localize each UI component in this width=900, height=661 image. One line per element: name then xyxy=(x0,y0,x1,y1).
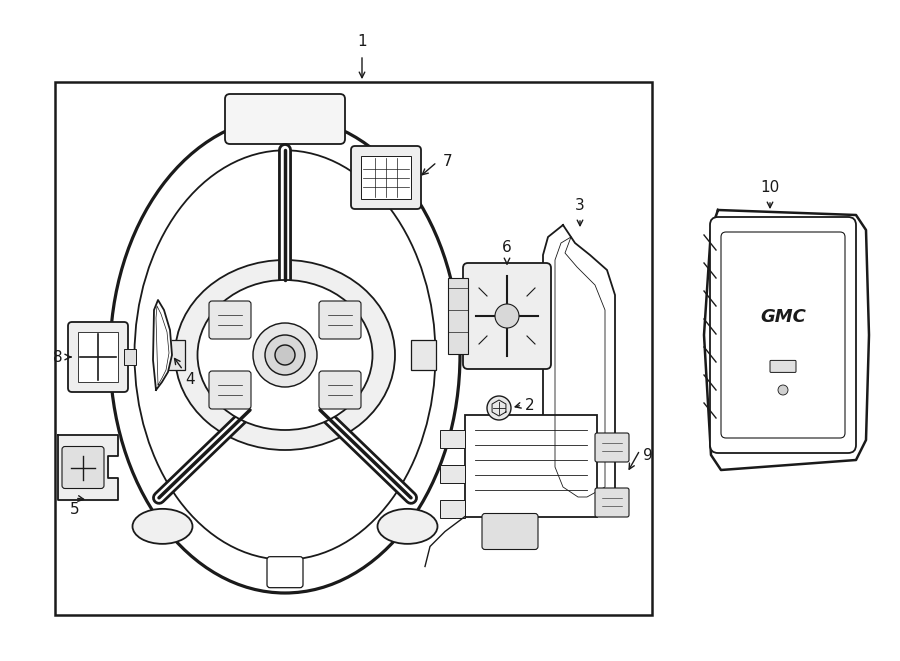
FancyBboxPatch shape xyxy=(710,217,856,453)
Ellipse shape xyxy=(110,117,460,593)
FancyBboxPatch shape xyxy=(770,360,796,372)
Text: GMC: GMC xyxy=(760,309,806,327)
Ellipse shape xyxy=(175,260,395,450)
Ellipse shape xyxy=(132,509,193,544)
FancyBboxPatch shape xyxy=(448,278,468,354)
FancyBboxPatch shape xyxy=(319,371,361,409)
FancyBboxPatch shape xyxy=(410,340,436,370)
Text: 5: 5 xyxy=(70,502,80,518)
Circle shape xyxy=(253,323,317,387)
Text: 7: 7 xyxy=(443,155,453,169)
FancyBboxPatch shape xyxy=(440,465,465,483)
Polygon shape xyxy=(704,210,869,470)
FancyBboxPatch shape xyxy=(62,446,104,488)
FancyBboxPatch shape xyxy=(595,433,629,462)
FancyBboxPatch shape xyxy=(267,557,303,588)
Circle shape xyxy=(487,396,511,420)
Ellipse shape xyxy=(197,280,373,430)
FancyBboxPatch shape xyxy=(159,340,184,370)
FancyBboxPatch shape xyxy=(351,146,421,209)
Bar xyxy=(55,82,652,615)
Polygon shape xyxy=(543,225,615,505)
Text: 2: 2 xyxy=(526,397,535,412)
Text: 6: 6 xyxy=(502,241,512,256)
Polygon shape xyxy=(58,435,118,500)
FancyBboxPatch shape xyxy=(440,500,465,518)
FancyBboxPatch shape xyxy=(440,430,465,448)
FancyBboxPatch shape xyxy=(68,322,128,392)
FancyBboxPatch shape xyxy=(124,349,136,365)
Text: 4: 4 xyxy=(185,373,194,387)
Circle shape xyxy=(495,304,519,328)
FancyBboxPatch shape xyxy=(209,301,251,339)
FancyBboxPatch shape xyxy=(319,301,361,339)
FancyBboxPatch shape xyxy=(463,263,551,369)
FancyBboxPatch shape xyxy=(361,156,411,199)
Circle shape xyxy=(275,345,295,365)
Text: 10: 10 xyxy=(760,180,779,196)
Text: 8: 8 xyxy=(53,350,63,364)
FancyBboxPatch shape xyxy=(225,94,345,144)
Text: 1: 1 xyxy=(357,34,367,50)
FancyBboxPatch shape xyxy=(78,332,118,382)
Text: 9: 9 xyxy=(644,447,652,463)
Ellipse shape xyxy=(377,509,437,544)
Ellipse shape xyxy=(134,150,436,560)
FancyBboxPatch shape xyxy=(465,415,597,516)
FancyBboxPatch shape xyxy=(595,488,629,517)
FancyBboxPatch shape xyxy=(721,232,845,438)
FancyBboxPatch shape xyxy=(482,514,538,549)
FancyBboxPatch shape xyxy=(209,371,251,409)
Circle shape xyxy=(265,335,305,375)
Polygon shape xyxy=(153,300,172,390)
Circle shape xyxy=(778,385,788,395)
Text: 3: 3 xyxy=(575,198,585,212)
